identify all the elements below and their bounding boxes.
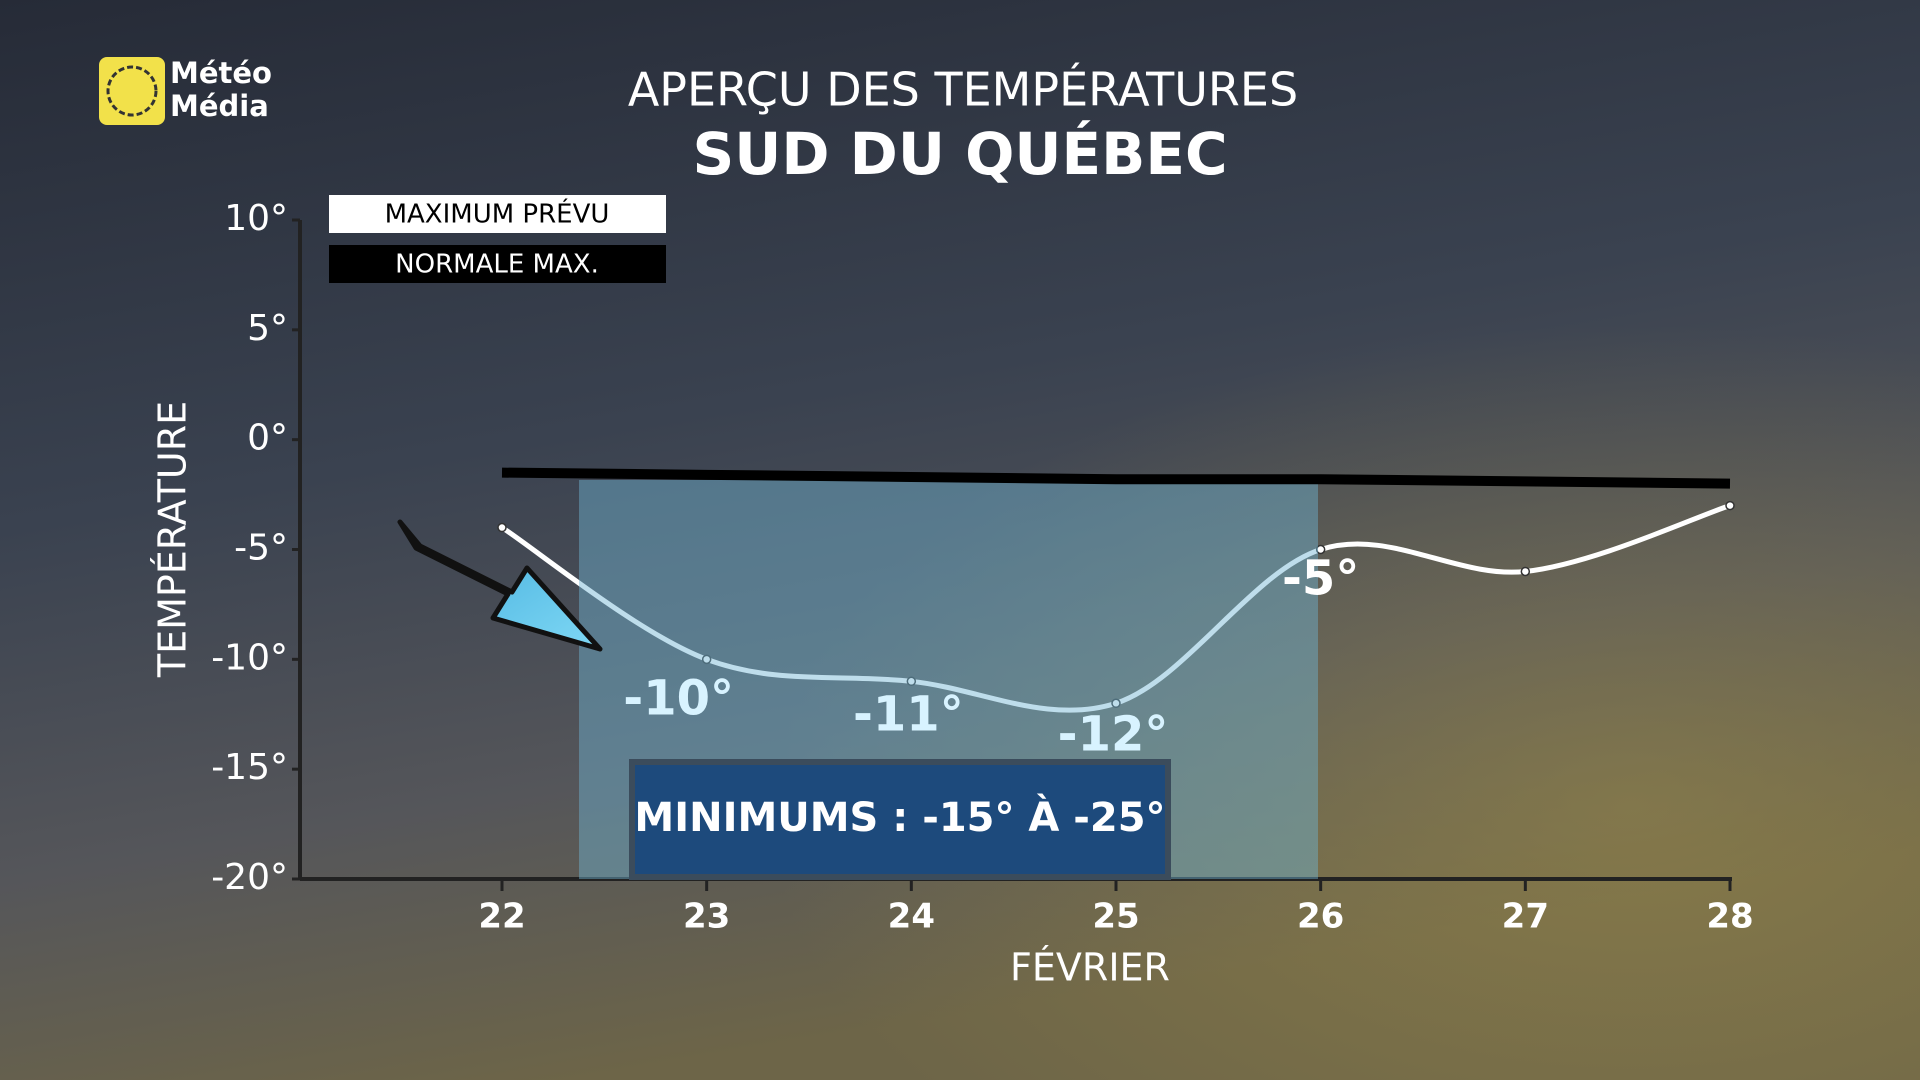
x-tick-label: 27 <box>1502 897 1549 937</box>
annotation: MINIMUMS : -15° À -25° <box>634 793 1165 841</box>
y-tick-label: 0° <box>247 418 288 459</box>
y-tick-label: -5° <box>234 528 288 569</box>
x-tick-label: 22 <box>478 897 525 937</box>
y-tick-label: -20° <box>211 857 288 898</box>
logo-globe <box>106 65 158 117</box>
legend-swatch <box>329 245 666 283</box>
line <box>501 467 1731 489</box>
legend-swatch <box>329 195 666 233</box>
data-label: -12° <box>1058 706 1169 762</box>
point <box>497 522 507 533</box>
data-label: -10° <box>623 670 734 726</box>
y-tick-label: 10° <box>224 198 288 239</box>
y-axis-title: TEMPÉRATURE <box>151 401 195 678</box>
point <box>1725 500 1735 511</box>
arrow <box>397 519 603 652</box>
x-axis-title: FÉVRIER <box>1010 946 1170 990</box>
point <box>701 654 712 665</box>
legend-label: MAXIMUM PRÉVU <box>385 198 610 230</box>
chart-subtitle: SUD DU QUÉBEC <box>692 119 1227 188</box>
y-tick-label: 5° <box>247 308 288 349</box>
point <box>1111 698 1121 709</box>
annotation-box <box>629 759 1171 880</box>
logo-text: Média <box>170 89 269 123</box>
x-tick-label: 26 <box>1297 897 1344 937</box>
point <box>906 676 917 687</box>
x-tick-label: 25 <box>1092 897 1139 937</box>
logo: Météo Média <box>99 56 272 125</box>
y-tick-label: -15° <box>211 747 288 788</box>
point <box>1520 566 1531 577</box>
x-tick-label: 23 <box>683 897 730 937</box>
x-tick-label: 24 <box>888 897 935 937</box>
logo-text: Météo <box>170 56 272 90</box>
data-label: -5° <box>1282 551 1359 607</box>
legend-label: NORMALE MAX. <box>395 250 599 280</box>
y-tick-label: -10° <box>211 637 288 678</box>
point <box>1315 544 1326 555</box>
data-label: -11° <box>853 686 964 742</box>
x-tick-label: 28 <box>1706 897 1753 937</box>
chart-title: APERÇU DES TEMPÉRATURES <box>628 63 1298 117</box>
